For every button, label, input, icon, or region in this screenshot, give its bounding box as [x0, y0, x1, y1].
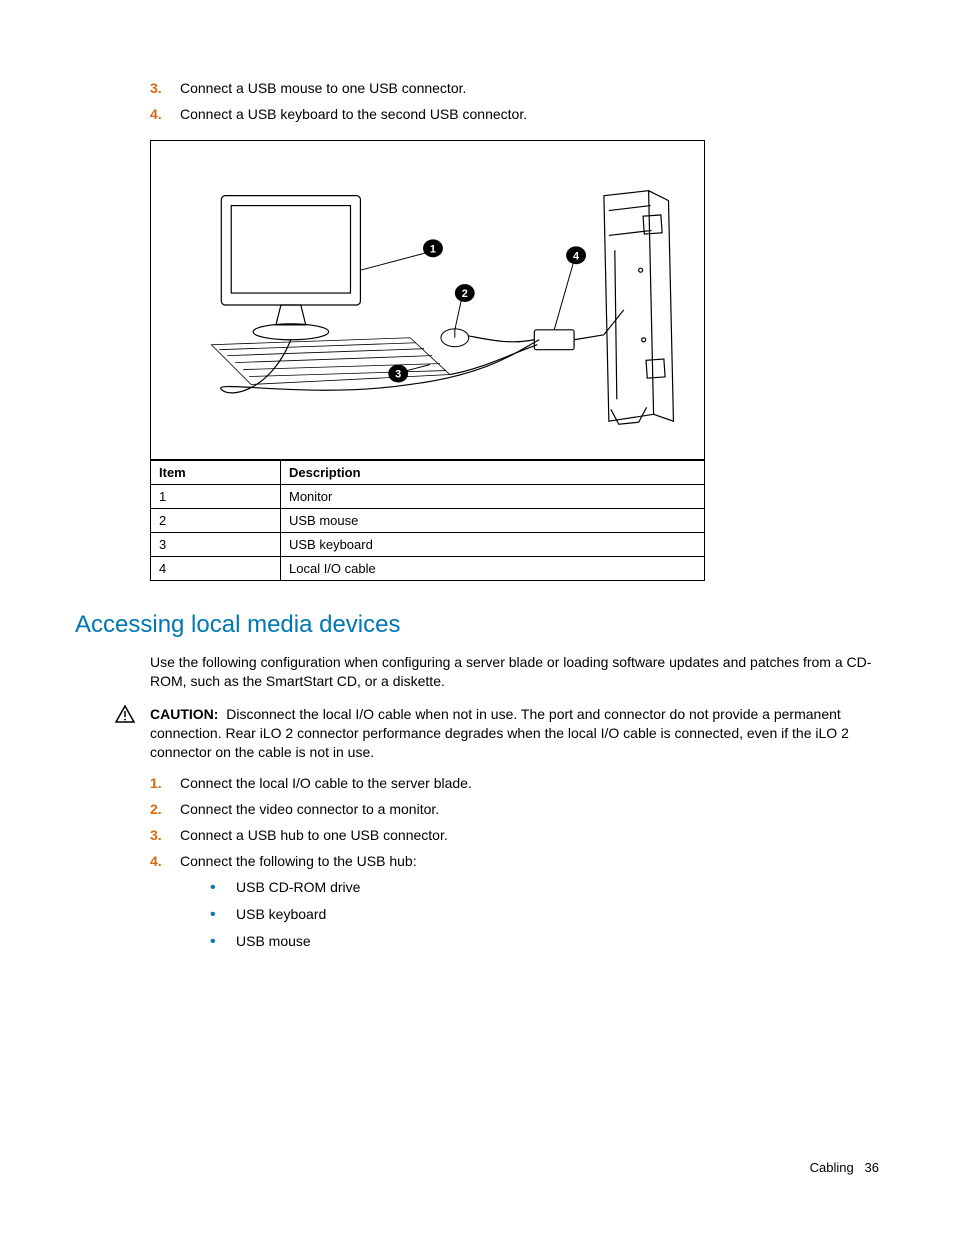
bullet-icon: • — [210, 880, 236, 896]
table-header: Description — [281, 461, 705, 485]
step-text: Connect a USB keyboard to the second USB… — [180, 106, 527, 122]
table-cell: Monitor — [281, 485, 705, 509]
step-number: 4. — [150, 853, 180, 869]
table-row: 2 USB mouse — [151, 509, 705, 533]
footer-section: Cabling — [810, 1160, 854, 1175]
list-item: 3. Connect a USB mouse to one USB connec… — [150, 80, 879, 96]
step-number: 3. — [150, 80, 180, 96]
list-item: • USB CD-ROM drive — [210, 879, 879, 896]
main-step-list: 1. Connect the local I/O cable to the se… — [150, 775, 879, 869]
table-row: 3 USB keyboard — [151, 533, 705, 557]
table-cell: USB mouse — [281, 509, 705, 533]
table-row: 4 Local I/O cable — [151, 557, 705, 581]
table-cell: Local I/O cable — [281, 557, 705, 581]
step-text: Connect a USB mouse to one USB connector… — [180, 80, 466, 96]
step-text: Connect a USB hub to one USB connector. — [180, 827, 448, 843]
sub-item-text: USB CD-ROM drive — [236, 879, 360, 895]
list-item: 4. Connect the following to the USB hub: — [150, 853, 879, 869]
step-number: 3. — [150, 827, 180, 843]
diagram-svg: 1 2 3 4 — [151, 141, 704, 459]
table-cell: 4 — [151, 557, 281, 581]
sub-item-text: USB mouse — [236, 933, 311, 949]
list-item: 3. Connect a USB hub to one USB connecto… — [150, 827, 879, 843]
list-item: 4. Connect a USB keyboard to the second … — [150, 106, 879, 122]
step-text: Connect the video connector to a monitor… — [180, 801, 439, 817]
intro-paragraph: Use the following configuration when con… — [150, 653, 879, 691]
sub-item-list: • USB CD-ROM drive • USB keyboard • USB … — [210, 879, 879, 950]
table-cell: 3 — [151, 533, 281, 557]
table-cell: USB keyboard — [281, 533, 705, 557]
table-header-row: Item Description — [151, 461, 705, 485]
cabling-diagram: 1 2 3 4 — [150, 140, 705, 460]
top-step-list: 3. Connect a USB mouse to one USB connec… — [150, 80, 879, 122]
bullet-icon: • — [210, 934, 236, 950]
page-footer: Cabling 36 — [810, 1160, 879, 1175]
step-number: 1. — [150, 775, 180, 791]
section-heading: Accessing local media devices — [75, 611, 879, 639]
list-item: • USB keyboard — [210, 906, 879, 923]
caution-text: Disconnect the local I/O cable when not … — [150, 706, 849, 760]
list-item: • USB mouse — [210, 933, 879, 950]
item-description-table: Item Description 1 Monitor 2 USB mouse 3… — [150, 460, 705, 581]
step-number: 4. — [150, 106, 180, 122]
caution-block: CAUTION: Disconnect the local I/O cable … — [115, 705, 879, 762]
step-text: Connect the following to the USB hub: — [180, 853, 417, 869]
table-header: Item — [151, 461, 281, 485]
list-item: 2. Connect the video connector to a moni… — [150, 801, 879, 817]
callout-label: 3 — [395, 369, 401, 381]
caution-label: CAUTION: — [150, 706, 218, 722]
table-cell: 2 — [151, 509, 281, 533]
caution-icon — [115, 705, 135, 728]
callout-label: 1 — [430, 243, 436, 255]
callout-label: 2 — [462, 288, 468, 300]
footer-page: 36 — [865, 1160, 879, 1175]
step-text: Connect the local I/O cable to the serve… — [180, 775, 472, 791]
list-item: 1. Connect the local I/O cable to the se… — [150, 775, 879, 791]
step-number: 2. — [150, 801, 180, 817]
callout-label: 4 — [573, 250, 580, 262]
table-cell: 1 — [151, 485, 281, 509]
table-row: 1 Monitor — [151, 485, 705, 509]
bullet-icon: • — [210, 907, 236, 923]
sub-item-text: USB keyboard — [236, 906, 326, 922]
